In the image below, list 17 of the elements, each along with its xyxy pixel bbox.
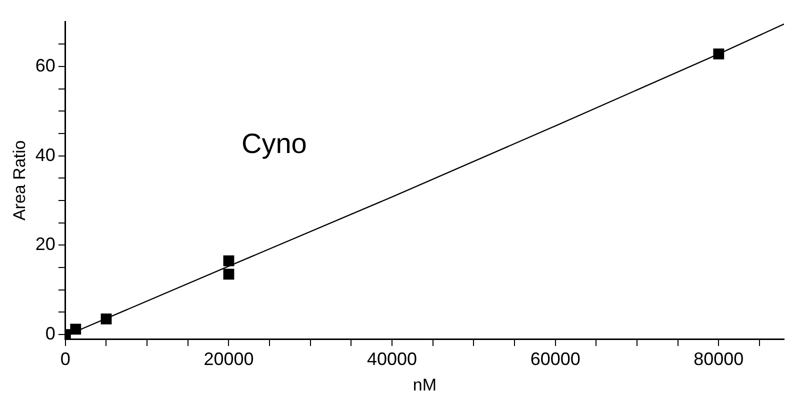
point — [100, 313, 112, 324]
annotation: Cyno — [241, 128, 307, 160]
point — [70, 324, 82, 335]
y-axis-title: Area Ratio — [10, 140, 29, 221]
y-tick-label: 40 — [35, 144, 56, 165]
point — [713, 48, 724, 60]
x-axis-title: nM — [412, 375, 437, 394]
x-tick-label: 20000 — [204, 348, 254, 369]
x-tick-label: 80000 — [694, 348, 744, 369]
y-tick-label: 0 — [45, 324, 56, 344]
point — [223, 268, 234, 280]
y-tick-label: 60 — [35, 55, 56, 76]
x-tick-label: 40000 — [367, 348, 418, 369]
point — [223, 255, 234, 266]
x-tick-label: 0 — [60, 348, 70, 369]
x-tick-label: 60000 — [530, 348, 580, 369]
y-tick-label: 20 — [35, 234, 56, 254]
